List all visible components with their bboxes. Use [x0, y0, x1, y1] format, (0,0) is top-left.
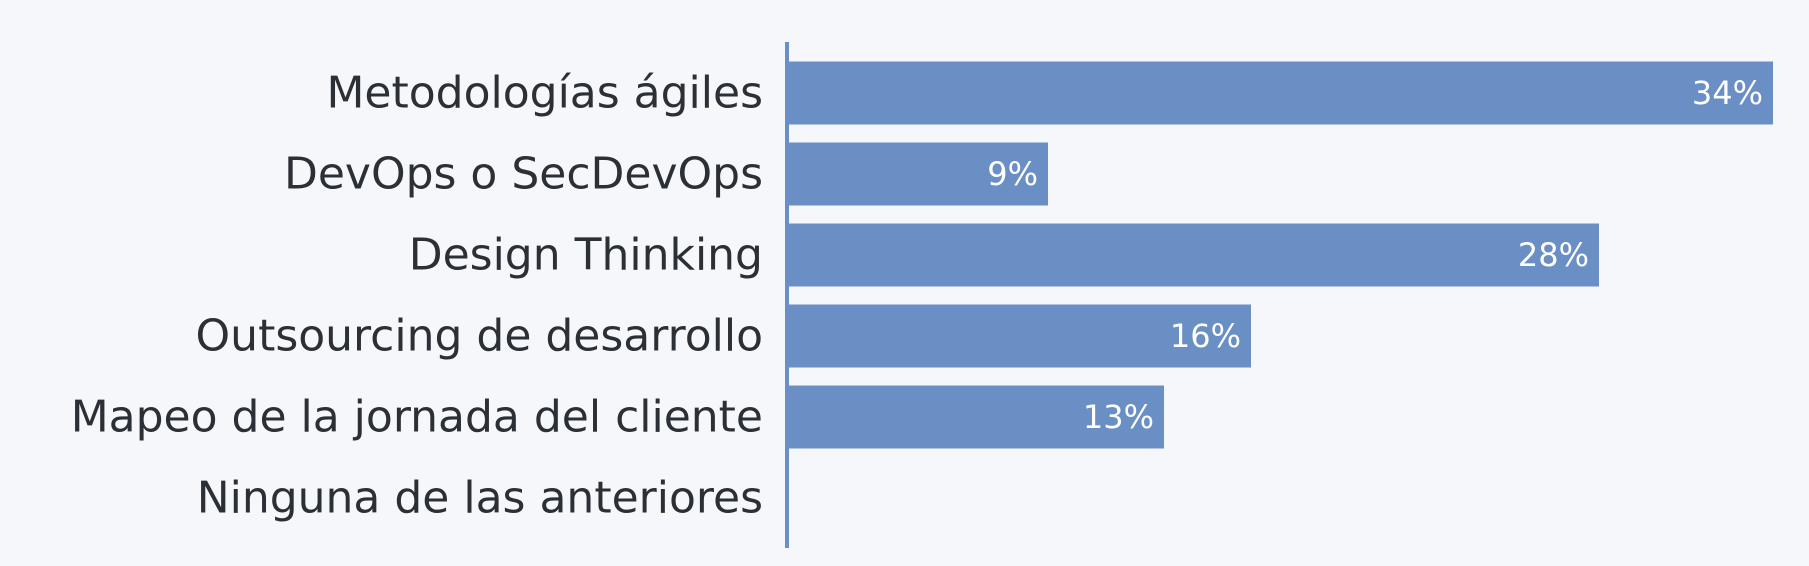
value-labels-layer: 34% 9% 28% 16% 13% [987, 74, 1763, 436]
category-label-4: Mapeo de la jornada del cliente [71, 392, 763, 443]
value-label-0: 34% [1692, 74, 1763, 112]
category-label-3: Outsourcing de desarrollo [196, 311, 763, 362]
bar-1 [787, 142, 1048, 206]
value-label-3: 16% [1170, 317, 1241, 355]
bar-3 [787, 304, 1251, 368]
bar-2 [787, 223, 1599, 287]
value-label-4: 13% [1083, 398, 1154, 436]
value-label-2: 28% [1518, 236, 1589, 274]
category-label-1: DevOps o SecDevOps [284, 149, 763, 200]
category-label-5: Ninguna de las anteriores [197, 473, 763, 524]
bars-layer [787, 61, 1773, 449]
bar-4 [787, 385, 1164, 449]
value-label-1: 9% [987, 155, 1038, 193]
category-labels-layer: Metodologías ágiles DevOps o SecDevOps Des… [71, 68, 763, 524]
category-label-2: Design Thinking [409, 230, 763, 281]
category-label-0: Metodologías ágiles [326, 68, 763, 119]
bar-0 [787, 61, 1773, 125]
